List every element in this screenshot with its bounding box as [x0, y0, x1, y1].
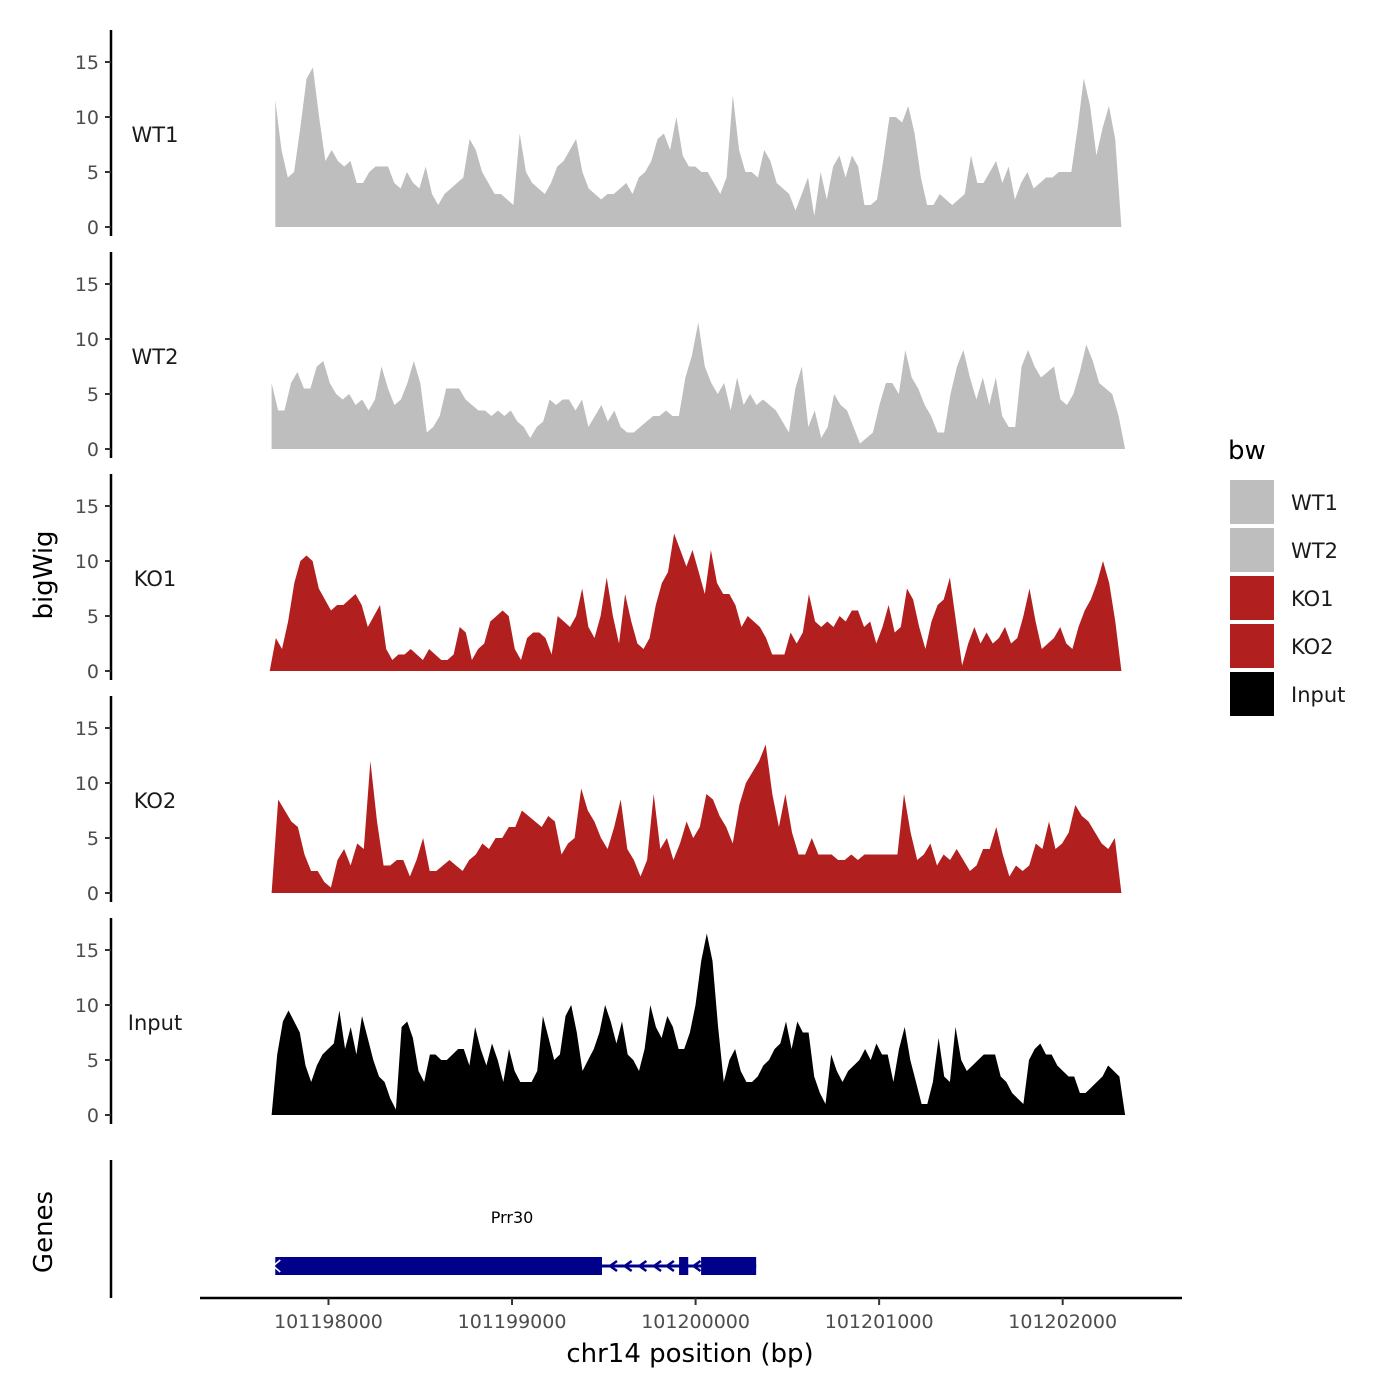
legend-label: WT1: [1291, 491, 1338, 515]
y-tick-label: 5: [87, 162, 99, 184]
legend-item-input: Input: [1230, 672, 1345, 716]
coverage-area-input: [271, 933, 1126, 1115]
legend-item-ko1: KO1: [1230, 576, 1334, 620]
legend-item-ko2: KO2: [1230, 624, 1334, 668]
y-tick-label: 0: [87, 1105, 99, 1127]
track-ko2: 0 5 10 15 KO2: [75, 696, 1122, 905]
y-tick-label: 15: [75, 940, 99, 962]
x-axis: 101198000 101199000 101200000 101201000 1012…: [200, 1296, 1182, 1333]
genes-axis-title: Genes: [29, 1191, 59, 1273]
strand-arrow: [272, 1259, 281, 1273]
y-axis-title: bigWig: [29, 530, 59, 619]
coverage-area-wt1: [275, 67, 1122, 227]
gene-exon: [275, 1257, 602, 1275]
y-tick-label: 10: [75, 107, 99, 129]
track-label: WT1: [132, 123, 179, 147]
x-tick-label: 101198000: [274, 1311, 383, 1333]
y-tick-label: 0: [87, 439, 99, 461]
gene-exon: [679, 1257, 689, 1275]
legend: bw WT1 WT2 KO1 KO2 Input: [1228, 436, 1345, 716]
track-wt1: 0 5 10 15 WT1: [75, 30, 1122, 239]
gene-track: Prr30: [109, 1160, 757, 1298]
y-tick-label: 0: [87, 661, 99, 683]
gene-label: Prr30: [491, 1208, 534, 1227]
track-ko1: 0 5 10 15 KO1: [75, 474, 1122, 683]
y-tick-label: 10: [75, 995, 99, 1017]
y-tick-label: 5: [87, 828, 99, 850]
strand-arrow: [651, 1259, 662, 1273]
y-tick-label: 10: [75, 329, 99, 351]
strand-arrow: [691, 1259, 702, 1273]
coverage-area-wt2: [271, 322, 1126, 449]
gene-prr30: Prr30: [272, 1208, 757, 1275]
track-label: Input: [128, 1011, 182, 1035]
track-wt2: 0 5 10 15 WT2: [75, 252, 1126, 461]
x-tick-label: 101202000: [1008, 1311, 1117, 1333]
y-tick-label: 5: [87, 384, 99, 406]
track-label: KO2: [134, 789, 177, 813]
strand-arrow: [607, 1259, 618, 1273]
x-tick-label: 101201000: [825, 1311, 934, 1333]
y-tick-label: 15: [75, 274, 99, 296]
legend-swatch: [1230, 576, 1274, 620]
legend-swatch: [1230, 624, 1274, 668]
legend-item-wt2: WT2: [1230, 528, 1338, 572]
y-tick-label: 15: [75, 718, 99, 740]
legend-label: KO2: [1291, 635, 1334, 659]
legend-item-wt1: WT1: [1230, 480, 1338, 524]
y-tick-label: 15: [75, 52, 99, 74]
coverage-tracks: 0 5 10 15 WT1 0 5 10 15 WT2 0 5 10 15 KO1 0 5 10 15 KO2 0 5 10…: [75, 30, 1126, 1127]
strand-arrow: [622, 1259, 633, 1273]
legend-title: bw: [1228, 436, 1266, 466]
track-input: 0 5 10 15 Input: [75, 918, 1126, 1127]
y-tick-label: 0: [87, 217, 99, 239]
legend-swatch: [1230, 672, 1274, 716]
legend-swatch: [1230, 528, 1274, 572]
x-axis-title: chr14 position (bp): [566, 1339, 813, 1369]
strand-arrow: [637, 1259, 648, 1273]
legend-swatch: [1230, 480, 1274, 524]
track-label: WT2: [132, 345, 179, 369]
coverage-area-ko2: [271, 744, 1122, 893]
y-tick-label: 10: [75, 551, 99, 573]
legend-label: WT2: [1291, 539, 1338, 563]
y-tick-label: 5: [87, 1050, 99, 1072]
coverage-area-ko1: [269, 533, 1122, 671]
gene-exon: [701, 1257, 757, 1275]
y-tick-label: 5: [87, 606, 99, 628]
y-tick-label: 10: [75, 773, 99, 795]
x-tick-label: 101199000: [458, 1311, 567, 1333]
y-tick-label: 0: [87, 883, 99, 905]
y-tick-label: 15: [75, 496, 99, 518]
legend-label: KO1: [1291, 587, 1334, 611]
x-tick-label: 101200000: [641, 1311, 750, 1333]
track-label: KO1: [134, 567, 177, 591]
strand-arrow: [664, 1259, 675, 1273]
legend-label: Input: [1291, 683, 1345, 707]
